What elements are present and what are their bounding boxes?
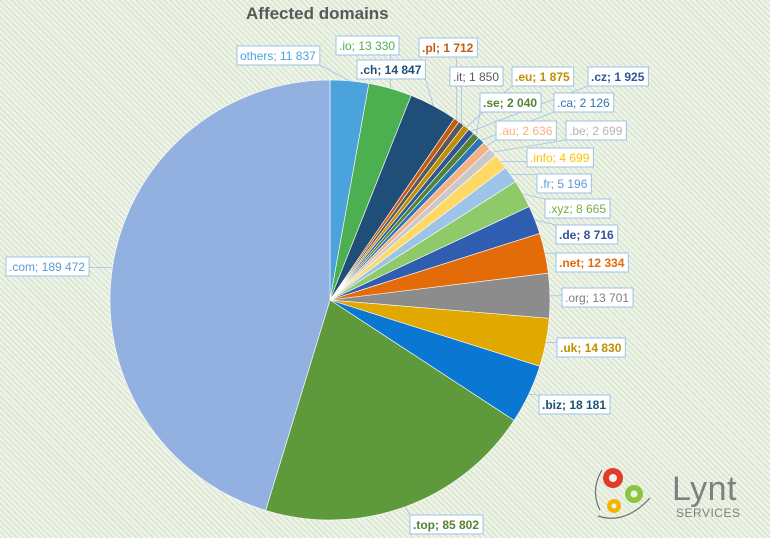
leader-line-de: [534, 219, 557, 226]
svg-text:.io; 13 330: .io; 13 330: [339, 39, 395, 53]
pie-slice-com: [109, 79, 331, 511]
leader-line-xyz: [522, 193, 546, 200]
slice-label-de: .de; 8 716: [555, 224, 619, 245]
slice-label-io: .io; 13 330: [335, 35, 400, 56]
svg-text:.biz; 18 181: .biz; 18 181: [542, 398, 606, 412]
leader-line-au: [486, 139, 497, 147]
slice-label-com: .com; 189 472: [5, 256, 90, 277]
slice-label-cz: .cz; 1 925: [587, 66, 649, 87]
svg-text:.be; 2 699: .be; 2 699: [569, 124, 623, 138]
logo-name: Lynt: [672, 470, 738, 508]
svg-text:.net; 12 334: .net; 12 334: [559, 256, 625, 270]
slice-label-pl: .pl; 1 712: [418, 37, 478, 58]
slice-label-uk: .uk; 14 830: [556, 337, 626, 358]
svg-text:.eu; 1 875: .eu; 1 875: [515, 70, 570, 84]
svg-text:.cz; 1 925: .cz; 1 925: [591, 70, 645, 84]
svg-text:.xyz; 8 665: .xyz; 8 665: [548, 202, 606, 216]
svg-text:.info; 4 699: .info; 4 699: [530, 151, 590, 165]
slice-label-it: .it; 1 850: [449, 66, 504, 87]
svg-text:.top; 85 802: .top; 85 802: [413, 518, 479, 532]
leader-line-others: [319, 64, 350, 82]
slice-label-top: .top; 85 802: [409, 514, 484, 535]
leader-line-se: [475, 111, 481, 136]
svg-text:.uk; 14 830: .uk; 14 830: [560, 341, 622, 355]
slice-label-biz: .biz; 18 181: [538, 394, 611, 415]
pie-slices: [109, 79, 551, 521]
svg-text:.fr; 5 196: .fr; 5 196: [540, 177, 588, 191]
svg-text:others; 11 837: others; 11 837: [240, 49, 316, 63]
slice-label-be: .be; 2 699: [565, 120, 627, 141]
leader-line-be: [492, 139, 567, 153]
slice-label-ca: .ca; 2 126: [553, 92, 615, 113]
svg-text:.com; 189 472: .com; 189 472: [9, 260, 85, 274]
slice-labels: others; 11 837 .io; 13 330 .ch; 14 847.pl;…: [5, 35, 649, 535]
chart-title: Affected domains: [246, 4, 389, 23]
slice-label-au: .au; 2 636: [495, 120, 557, 141]
leader-line-top: [404, 506, 411, 516]
slice-label-info: .info; 4 699: [526, 147, 594, 168]
svg-text:.se; 2 040: .se; 2 040: [483, 96, 537, 110]
logo-subtitle: SERVICES: [676, 506, 741, 520]
slice-label-others: others; 11 837: [236, 45, 321, 66]
leader-line-ch: [424, 78, 434, 106]
slice-label-xyz: .xyz; 8 665: [544, 198, 611, 219]
slice-label-ch: .ch; 14 847: [356, 59, 426, 80]
svg-text:.org; 13 701: .org; 13 701: [565, 291, 629, 305]
svg-text:.ca; 2 126: .ca; 2 126: [557, 96, 610, 110]
svg-text:.ch; 14 847: .ch; 14 847: [360, 63, 422, 77]
slice-label-fr: .fr; 5 196: [536, 173, 592, 194]
leader-line-biz: [528, 393, 540, 396]
slice-label-se: .se; 2 040: [479, 92, 542, 113]
svg-text:.it; 1 850: .it; 1 850: [453, 70, 499, 84]
slice-label-net: .net; 12 334: [555, 252, 629, 273]
svg-text:.de; 8 716: .de; 8 716: [559, 228, 614, 242]
gears-icon: [594, 468, 651, 519]
svg-text:.au; 2 636: .au; 2 636: [499, 124, 553, 138]
svg-text:.pl; 1 712: .pl; 1 712: [422, 41, 474, 55]
slice-label-eu: .eu; 1 875: [511, 66, 575, 87]
slice-label-org: .org; 13 701: [561, 287, 634, 308]
pie-slice-top: [265, 299, 515, 521]
